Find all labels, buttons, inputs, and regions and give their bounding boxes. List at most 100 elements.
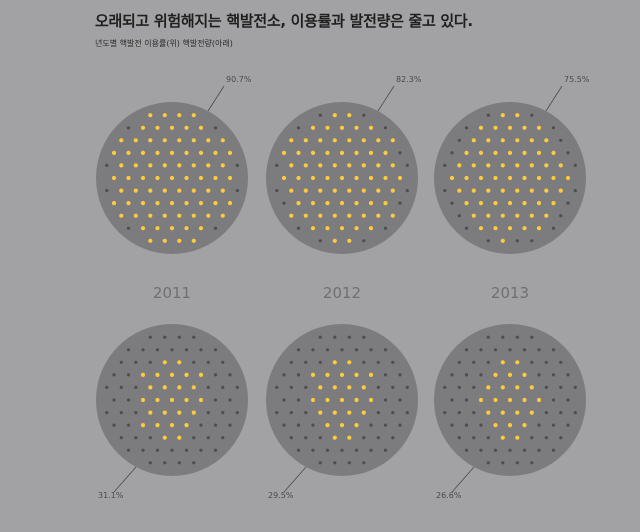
dot-on	[536, 397, 542, 403]
dot-off	[141, 348, 145, 352]
dot-on	[162, 113, 167, 118]
dot-off	[559, 411, 563, 415]
dot-on	[354, 423, 359, 428]
dot-on	[493, 125, 498, 130]
dot-on	[354, 150, 359, 155]
dot-off	[522, 348, 527, 352]
dot-off	[383, 226, 388, 230]
dot-on	[310, 175, 316, 181]
dot-on	[155, 175, 160, 181]
dot-off	[192, 436, 196, 440]
dot-off	[311, 348, 315, 352]
dot-off	[141, 448, 145, 452]
dot-on	[558, 188, 563, 193]
dot-on	[368, 175, 374, 181]
dot-off	[530, 113, 534, 117]
dot-off	[464, 423, 469, 427]
dot-on	[177, 360, 182, 365]
dot-off	[551, 226, 556, 230]
dot-on	[354, 372, 359, 377]
leader-line	[451, 466, 475, 493]
dot-on	[325, 226, 330, 231]
dot-off	[296, 398, 301, 402]
dot-on	[544, 163, 549, 168]
dot-off	[213, 348, 218, 352]
dot-on	[289, 213, 294, 218]
dot-off	[479, 348, 483, 352]
dot-on	[140, 150, 146, 155]
dot-off	[530, 436, 534, 440]
dot-off	[325, 348, 330, 352]
dot-off	[362, 239, 366, 243]
value-label: 90.7%	[226, 75, 252, 84]
dot-on	[162, 410, 167, 415]
dot-on	[133, 138, 138, 143]
dot-on	[318, 163, 323, 168]
dot-off	[486, 360, 490, 364]
dot-on	[347, 410, 352, 415]
dot-on	[332, 435, 337, 440]
dot-on	[325, 423, 330, 428]
dot-off	[126, 226, 131, 230]
dot-off	[537, 348, 541, 352]
dot-off	[148, 436, 152, 440]
dot-off	[479, 373, 483, 377]
dot-off	[464, 126, 469, 130]
dot-off	[450, 373, 454, 377]
dot-on	[544, 138, 549, 143]
dot-on	[148, 138, 153, 143]
dot-on	[522, 201, 527, 206]
dot-off	[501, 461, 505, 465]
dot-off	[228, 398, 232, 402]
dot-off	[530, 360, 534, 364]
dot-on	[361, 213, 366, 218]
dot-on	[213, 201, 218, 206]
dot-on	[198, 397, 204, 403]
dot-off	[486, 113, 490, 117]
dot-on	[478, 175, 484, 181]
dot-off	[275, 411, 279, 415]
dot-off	[119, 360, 123, 364]
dot-on	[339, 423, 345, 428]
dot-on	[162, 188, 167, 193]
dot-on	[361, 138, 366, 143]
dot-off	[304, 360, 308, 364]
dot-on	[191, 238, 196, 243]
dot-on	[471, 138, 476, 143]
value-label: 82.3%	[396, 75, 422, 84]
dot-off	[457, 214, 461, 218]
dot-off	[289, 385, 293, 389]
dot-off	[515, 335, 519, 339]
leader-line	[545, 85, 563, 112]
dot-off	[486, 461, 490, 465]
dot-on	[155, 150, 160, 155]
dot-off	[105, 163, 109, 167]
dot-on	[522, 175, 527, 181]
dot-disc-2012-utilization	[266, 102, 418, 254]
dot-off	[551, 126, 556, 130]
dot-on	[529, 385, 534, 390]
dot-on	[332, 213, 337, 218]
dot-off	[551, 373, 556, 377]
dot-on	[227, 175, 233, 181]
dot-off	[573, 163, 577, 167]
dot-on	[515, 410, 520, 415]
dot-on	[184, 423, 189, 428]
dot-on	[206, 213, 211, 218]
dot-off	[134, 360, 138, 364]
dot-on	[457, 188, 462, 193]
dot-on	[289, 188, 294, 193]
dot-off	[391, 436, 395, 440]
year-label-2013: 2013	[491, 284, 529, 302]
dot-off	[275, 163, 279, 167]
dot-off	[163, 335, 167, 339]
dot-on	[155, 423, 160, 428]
dot-on	[368, 201, 374, 206]
dot-on	[478, 150, 484, 155]
dot-off	[340, 348, 344, 352]
dot-off	[296, 348, 301, 352]
dot-on	[191, 188, 196, 193]
dot-on	[390, 213, 395, 218]
dot-off	[376, 360, 380, 364]
dot-off	[119, 385, 123, 389]
